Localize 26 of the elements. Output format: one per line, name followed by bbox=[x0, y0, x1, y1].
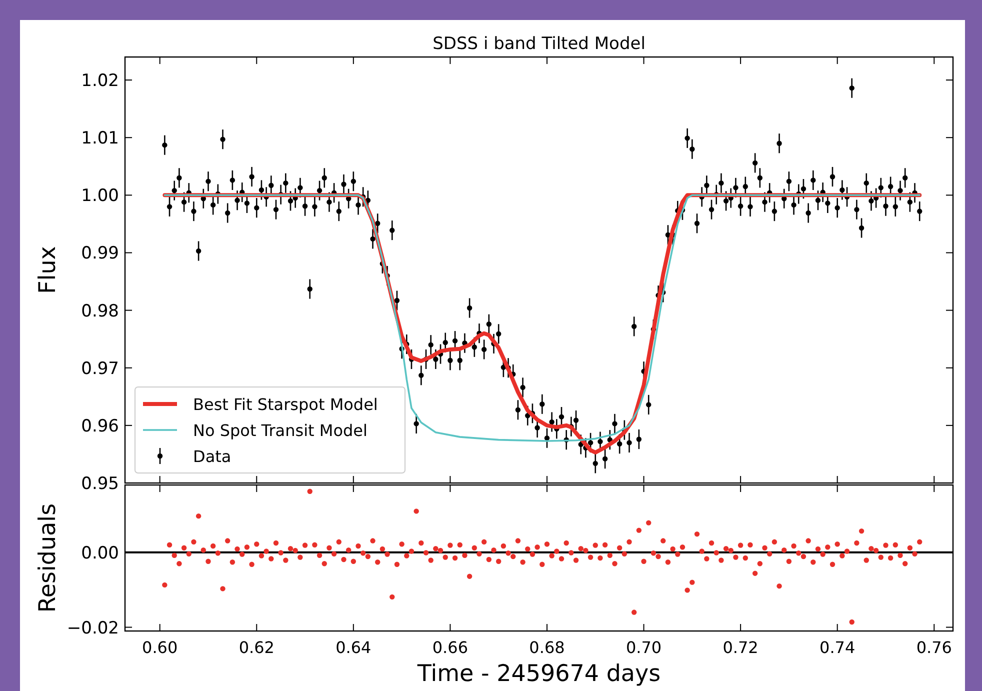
y-tick-label: 0.96 bbox=[81, 416, 119, 436]
y-tick-label: 0.97 bbox=[81, 358, 119, 379]
x-tick-label: 0.66 bbox=[432, 638, 468, 657]
y-tick-label: 0.95 bbox=[81, 474, 119, 494]
y-tick-label: 0.00 bbox=[81, 543, 119, 564]
x-tick-label: 0.62 bbox=[238, 638, 274, 657]
y-tick-label: −0.02 bbox=[66, 618, 119, 638]
x-tick-label: 0.74 bbox=[820, 638, 856, 657]
chart-title: SDSS i band Tilted Model bbox=[432, 34, 646, 54]
y-tick-label: 0.99 bbox=[81, 244, 119, 264]
legend-label: Data bbox=[193, 447, 232, 466]
y-axis-title: Residuals bbox=[35, 503, 61, 613]
x-axis-title: Time - 2459674 days bbox=[416, 661, 661, 687]
x-tick-label: 0.64 bbox=[336, 638, 372, 657]
x-tick-label: 0.76 bbox=[916, 638, 952, 657]
x-tick-label: 0.72 bbox=[722, 638, 758, 657]
legend-label: No Spot Transit Model bbox=[193, 421, 368, 440]
x-tick-label: 0.68 bbox=[529, 638, 565, 657]
y-tick-label: 1.00 bbox=[81, 186, 119, 206]
x-tick-label: 0.70 bbox=[626, 638, 662, 657]
y-tick-label: 0.98 bbox=[81, 301, 119, 322]
y-tick-label: 1.01 bbox=[81, 128, 119, 149]
x-tick-label: 0.60 bbox=[142, 638, 178, 657]
legend-label: Best Fit Starspot Model bbox=[193, 395, 378, 414]
y-axis-title: Flux bbox=[35, 246, 61, 294]
y-tick-label: 1.02 bbox=[81, 71, 119, 92]
